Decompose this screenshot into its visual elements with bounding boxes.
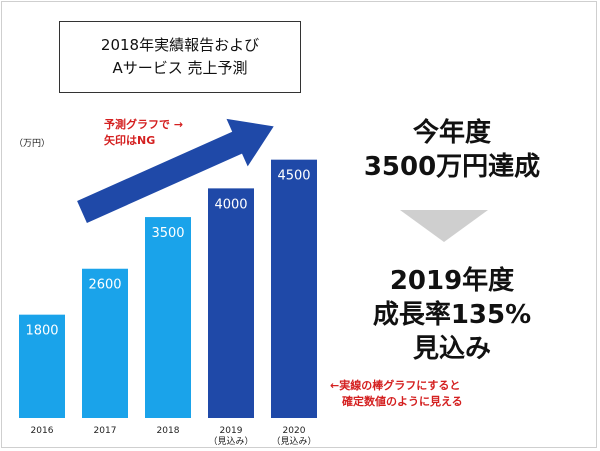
bar-value-label: 2600 xyxy=(88,278,121,293)
title-line-1: 2018年実績報告および xyxy=(100,36,260,54)
y-axis-unit-label: （万円） xyxy=(14,139,51,149)
summary-line-5: 見込み xyxy=(412,334,491,364)
x-tick-label: 2017 xyxy=(94,426,117,436)
bar-note-line-2: 確定数値のように見える xyxy=(342,395,463,408)
bar-value-label: 4500 xyxy=(277,169,310,184)
summary-forecast: 2019年度 成長率135% 見込み xyxy=(302,264,600,366)
x-tick-note: （見込み） xyxy=(271,436,316,447)
bar-2016 xyxy=(19,314,65,418)
bar-value-label: 1800 xyxy=(25,324,58,339)
x-tick-label: 2018 xyxy=(157,426,180,436)
summary-line-2: 3500万円達成 xyxy=(363,152,541,182)
bar-2019 xyxy=(208,188,254,418)
down-arrow-icon xyxy=(400,210,488,242)
x-tick-label: 2016 xyxy=(31,426,54,436)
bar-note: ←実線の棒グラフにすると 確定数値のように見える xyxy=(330,378,463,410)
summary-line-1: 今年度 xyxy=(412,118,491,148)
summary-line-3: 2019年度 xyxy=(389,266,515,296)
x-tick-note: （見込み） xyxy=(208,436,253,447)
bar-2018 xyxy=(145,217,191,418)
arrow-note-line-1: 予測グラフで → xyxy=(104,118,184,131)
summary-line-4: 成長率135% xyxy=(372,300,532,330)
x-tick-label: 2020 xyxy=(283,426,306,436)
summary-achievement: 今年度 3500万円達成 xyxy=(302,116,600,184)
bar-value-label: 3500 xyxy=(151,226,184,241)
bar-2017 xyxy=(82,268,128,418)
bar-value-label: 4000 xyxy=(214,197,247,212)
x-tick-label: 2019 xyxy=(220,426,243,436)
forecast-arrow-icon xyxy=(77,118,274,223)
bar-2020 xyxy=(271,159,317,418)
arrow-note-line-2: 矢印はNG xyxy=(104,134,156,147)
arrow-note: 予測グラフで → 矢印はNG xyxy=(104,117,183,149)
bar-note-line-1: ←実線の棒グラフにすると xyxy=(330,379,461,392)
title-box: 2018年実績報告および Aサービス 売上予測 xyxy=(59,21,301,93)
title-line-2: Aサービス 売上予測 xyxy=(112,59,248,77)
